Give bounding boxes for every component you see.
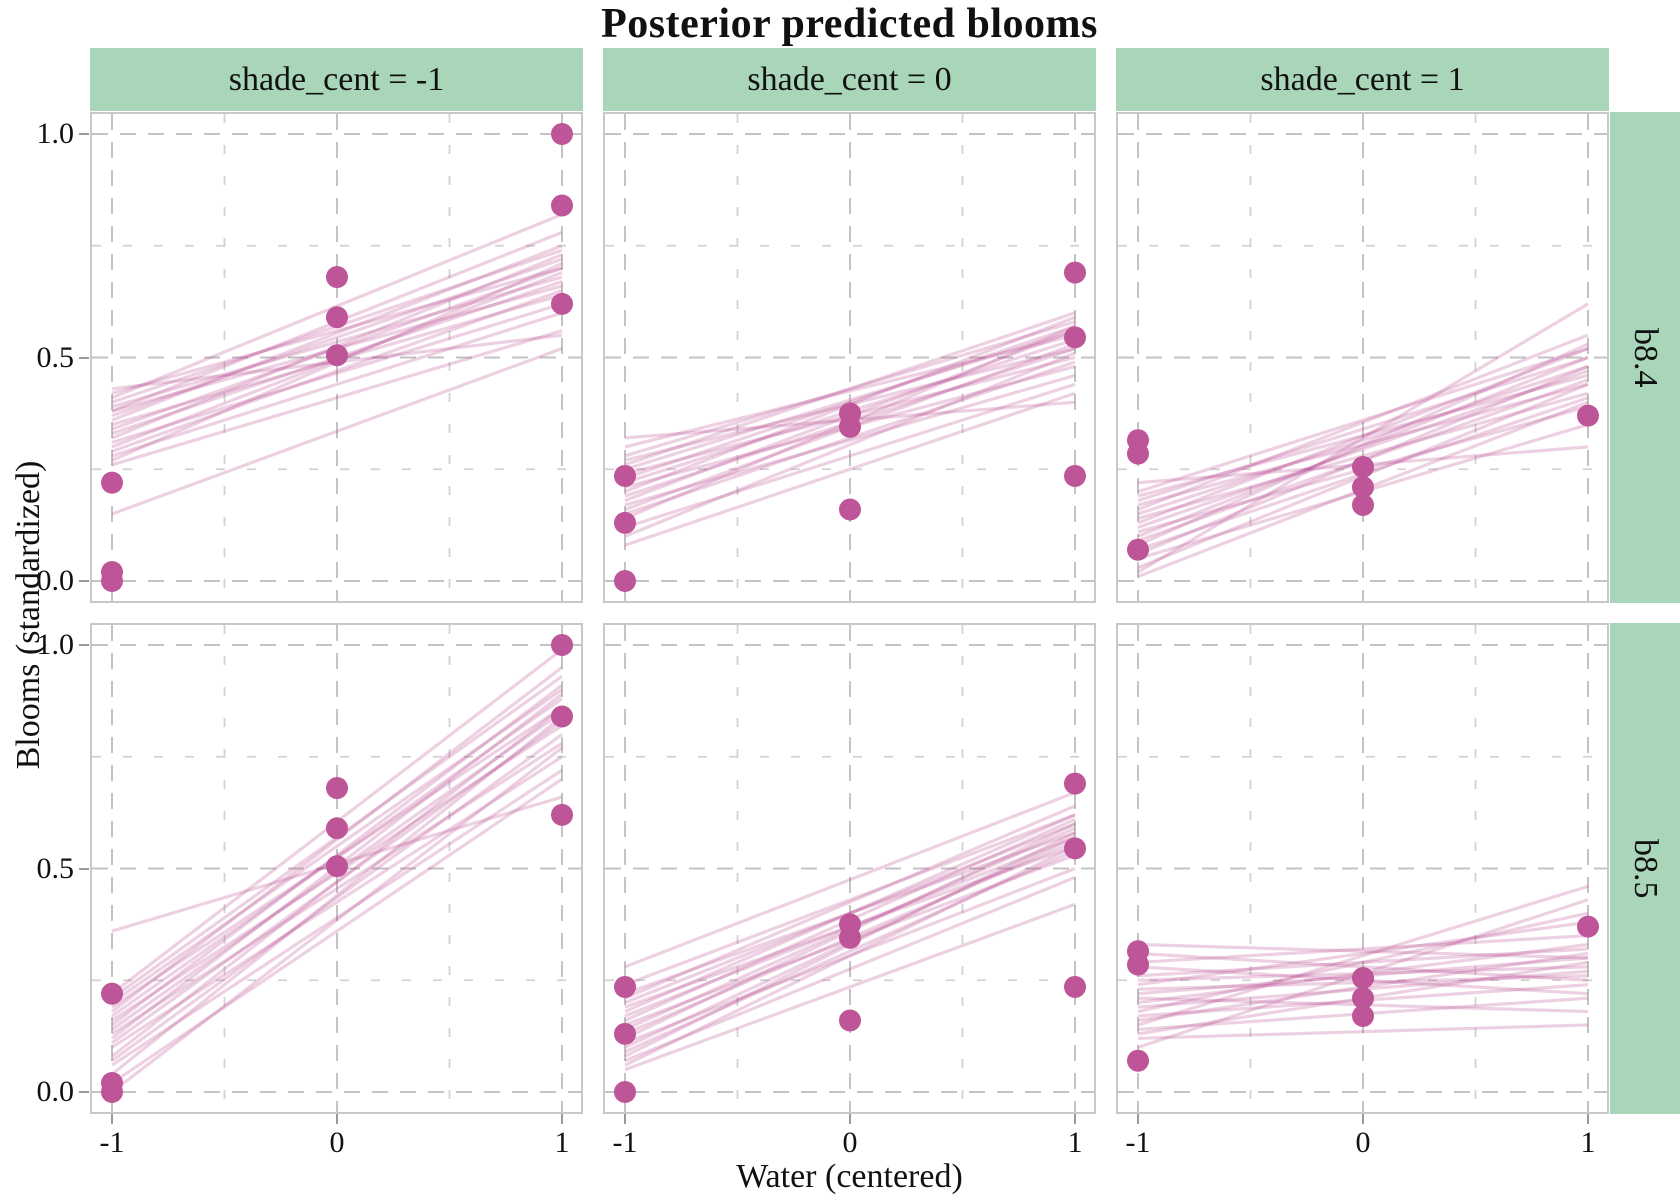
x-tick-label: 1: [1580, 1126, 1596, 1159]
facet-column-label: shade_cent = 0: [747, 60, 952, 98]
facet-row-strip-b8-4: b8.4: [1610, 112, 1680, 603]
data-point: [614, 570, 636, 592]
data-point: [551, 705, 573, 728]
data-point: [1352, 1005, 1374, 1028]
x-tick-mark: [111, 1114, 113, 1124]
data-point: [614, 975, 636, 998]
y-tick-mark: [79, 356, 89, 359]
x-tick-label: 1: [554, 1126, 570, 1159]
data-point: [551, 803, 573, 826]
data-point: [326, 266, 348, 289]
y-tick-mark: [79, 133, 89, 135]
data-point: [101, 982, 123, 1005]
data-point: [551, 123, 573, 145]
data-point: [326, 306, 348, 329]
data-point: [1352, 967, 1374, 990]
facet-column-label: shade_cent = 1: [1260, 60, 1465, 98]
x-tick-mark: [849, 1114, 851, 1124]
x-tick-mark: [336, 1114, 338, 1124]
y-tick-mark: [79, 580, 89, 582]
y-tick-label: 0.5: [36, 851, 75, 885]
y-tick-mark: [79, 867, 89, 870]
data-point: [839, 415, 861, 438]
panel-b8.5-shade_cent-1: [90, 623, 583, 1114]
panel-b8.5-shade_cent0: [603, 623, 1096, 1114]
data-point: [101, 570, 123, 592]
data-point: [326, 344, 348, 367]
facet-row-label: b8.4: [1627, 327, 1664, 388]
data-point: [551, 292, 573, 315]
x-tick-label: -1: [99, 1126, 125, 1159]
y-tick-label: 0.0: [36, 1075, 75, 1108]
x-tick-mark: [1362, 1114, 1364, 1124]
data-point: [614, 1081, 636, 1103]
x-tick-label: -1: [612, 1126, 638, 1159]
data-point: [326, 855, 348, 878]
panel-b8.4-shade_cent-1: [90, 112, 583, 603]
x-tick-mark: [561, 1114, 563, 1124]
data-point: [1064, 837, 1086, 860]
facet-row-strip-b8-5: b8.5: [1610, 623, 1680, 1114]
data-point: [1064, 261, 1086, 284]
x-tick-label: 0: [842, 1126, 858, 1159]
data-point: [1577, 915, 1599, 938]
data-point: [326, 817, 348, 840]
facet-column-strip-shade-1: shade_cent = 1: [1116, 48, 1609, 111]
facet-row-label: b8.5: [1627, 838, 1664, 899]
data-point: [1577, 404, 1599, 427]
data-point: [1064, 772, 1086, 795]
y-axis-title: Blooms (standardized): [10, 460, 47, 770]
data-point: [1127, 953, 1149, 976]
data-point: [1352, 987, 1374, 1010]
data-point: [1064, 326, 1086, 349]
x-tick-mark: [1587, 1114, 1589, 1124]
y-tick-label: 0.5: [36, 340, 75, 374]
data-point: [1352, 456, 1374, 479]
x-tick-mark: [1074, 1114, 1076, 1124]
facet-column-label: shade_cent = -1: [228, 60, 445, 98]
y-tick-label: 0.0: [36, 564, 75, 597]
data-point: [101, 1081, 123, 1103]
data-point: [1127, 538, 1149, 561]
data-point: [1127, 442, 1149, 465]
x-tick-label: 0: [1355, 1126, 1371, 1159]
data-point: [551, 194, 573, 217]
panel-b8.5-shade_cent1: [1116, 623, 1609, 1114]
x-tick-label: -1: [1125, 1126, 1151, 1159]
data-point: [1352, 494, 1374, 517]
x-tick-label: 1: [1067, 1126, 1083, 1159]
y-tick-label: 1.0: [36, 628, 75, 661]
panel-b8.4-shade_cent1: [1116, 112, 1609, 603]
data-point: [1127, 1049, 1149, 1072]
chart-title: Posterior predicted blooms: [601, 1, 1098, 47]
data-point: [614, 511, 636, 534]
data-point: [614, 464, 636, 487]
data-point: [1064, 464, 1086, 487]
x-tick-mark: [1137, 1114, 1139, 1124]
y-tick-mark: [79, 1091, 89, 1093]
data-point: [101, 471, 123, 494]
panel-b8.4-shade_cent0: [603, 112, 1096, 603]
facet-column-strip-shade-minus1: shade_cent = -1: [90, 48, 583, 111]
data-point: [1064, 975, 1086, 998]
data-point: [614, 1022, 636, 1045]
data-point: [839, 498, 861, 521]
x-axis-title: Water (centered): [736, 1158, 963, 1195]
data-point: [839, 926, 861, 949]
data-point: [1352, 476, 1374, 499]
x-tick-mark: [624, 1114, 626, 1124]
data-point: [326, 777, 348, 800]
facet-column-strip-shade-0: shade_cent = 0: [603, 48, 1096, 111]
x-tick-label: 0: [329, 1126, 345, 1159]
data-point: [551, 634, 573, 656]
y-tick-label: 1.0: [36, 117, 75, 150]
y-tick-mark: [79, 644, 89, 646]
data-point: [839, 1009, 861, 1032]
